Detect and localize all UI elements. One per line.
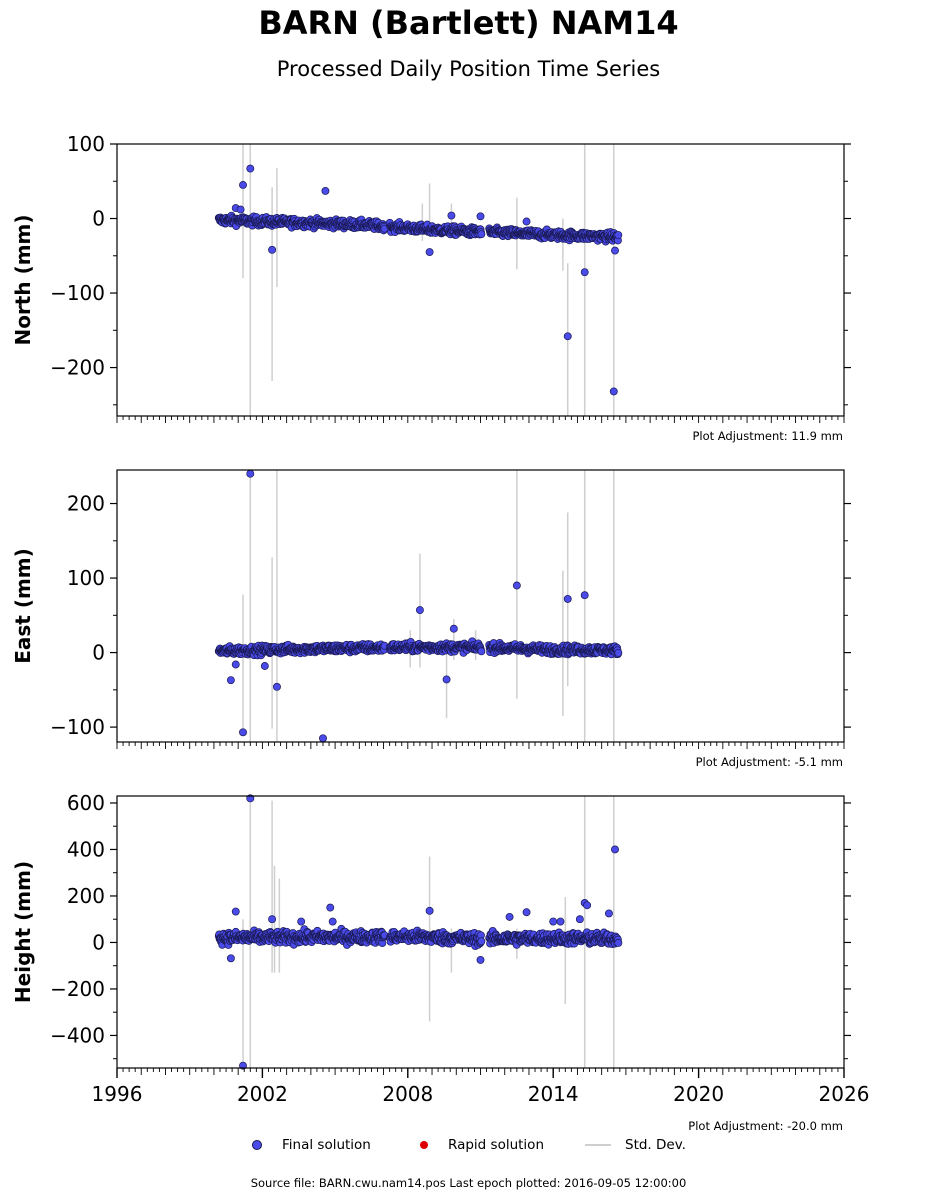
north-outlier-1	[236, 205, 245, 214]
height-outlier-9	[476, 955, 485, 964]
height-xtick-label-5: 2026	[819, 1082, 870, 1106]
east-ytick-label-0: 200	[67, 492, 105, 516]
east-point-888	[614, 648, 623, 657]
east-axes-frame	[116, 469, 845, 743]
north-outlier-10	[563, 332, 572, 341]
height-outlier-16	[583, 901, 592, 910]
north-ytick-label-2: −100	[50, 281, 105, 305]
north-ylabel: North (mm)	[11, 214, 35, 345]
east-outlier-1	[231, 660, 240, 669]
height-ylabel: Height (mm)	[11, 861, 35, 1003]
height-xtick-label-3: 2014	[528, 1082, 579, 1106]
east-ytick-label-3: −100	[50, 715, 105, 739]
height-plot-adjustment: Plot Adjustment: -20.0 mm	[688, 1119, 843, 1133]
height-outlier-18	[611, 845, 619, 854]
north-outlier-3	[246, 164, 255, 173]
height-outlier-13	[556, 917, 565, 926]
height-xtick-label-1: 2002	[237, 1082, 288, 1106]
north-point-591	[477, 230, 486, 239]
legend-rapid-label: Rapid solution	[448, 1137, 544, 1153]
east-outlier-3	[246, 469, 255, 478]
legend-stddev-line	[585, 1144, 611, 1146]
north-outlier-5	[321, 186, 330, 195]
chart-subtitle: Processed Daily Position Time Series	[276, 57, 661, 81]
north-plot-adjustment: Plot Adjustment: 11.9 mm	[692, 429, 843, 443]
north-outlier-9	[522, 217, 531, 226]
north-ytick-label-1: 0	[92, 207, 105, 231]
height-ytick-label-5: −400	[50, 1023, 105, 1047]
chart-title: BARN (Bartlett) NAM14	[258, 4, 679, 42]
legend-rapid: Rapid solution	[420, 1137, 544, 1153]
north-ytick-label-0: 100	[67, 132, 105, 156]
north-axes-frame	[116, 143, 845, 417]
east-ytick-label-1: 100	[67, 566, 105, 590]
height-outlier-8	[425, 906, 434, 915]
east-outlier-4	[260, 662, 269, 670]
height-ytick-label-0: 600	[67, 791, 105, 815]
east-outlier-6	[319, 734, 327, 743]
east-outlier-2	[239, 728, 247, 737]
east-plot-adjustment: Plot Adjustment: -5.1 mm	[696, 755, 843, 769]
height-ytick-label-2: 200	[67, 884, 105, 908]
north-outlier-6	[425, 248, 434, 257]
height-outlier-17	[604, 909, 613, 918]
north-outlier-7	[447, 211, 456, 220]
height-final-points	[214, 924, 623, 951]
north-point-888	[614, 231, 623, 239]
north-ytick-label-3: −200	[50, 356, 105, 380]
east-final-points	[214, 637, 623, 660]
height-xtick-label-0: 1996	[92, 1082, 143, 1106]
east-outlier-10	[512, 581, 521, 590]
north-outlier-13	[611, 246, 619, 255]
north-outlier-11	[580, 268, 589, 277]
legend-rapid-marker	[420, 1141, 428, 1149]
legend-stddev: Std. Dev.	[585, 1137, 686, 1153]
east-outlier-11	[563, 594, 572, 603]
height-outlier-12	[549, 917, 558, 926]
height-outlier-14	[575, 915, 584, 924]
legend-final: Final solution	[252, 1137, 371, 1153]
height-outlier-4	[268, 915, 277, 924]
height-xtick-label-2: 2008	[382, 1082, 433, 1106]
legend-final-marker	[252, 1140, 262, 1150]
east-outlier-8	[442, 675, 451, 684]
east-ylabel: East (mm)	[11, 548, 35, 664]
legend-final-label: Final solution	[282, 1137, 371, 1153]
east-ytick-label-2: 0	[92, 641, 105, 665]
height-outlier-5	[297, 917, 306, 926]
north-final-points	[214, 211, 623, 246]
source-footer: Source file: BARN.cwu.nam14.pos Last epo…	[250, 1176, 687, 1190]
north-outlier-8	[476, 212, 485, 221]
height-point-591	[477, 937, 486, 946]
height-outlier-6	[326, 903, 335, 912]
height-outlier-7	[328, 917, 337, 926]
north-outlier-12	[609, 387, 618, 396]
height-point-888	[614, 939, 623, 947]
height-outlier-0	[226, 954, 235, 963]
height-outlier-11	[522, 908, 531, 917]
height-ytick-label-3: 0	[92, 930, 105, 954]
east-outlier-12	[580, 591, 589, 600]
east-outlier-9	[449, 624, 458, 633]
height-ytick-label-4: −200	[50, 977, 105, 1001]
legend-stddev-label: Std. Dev.	[625, 1137, 686, 1153]
height-xtick-label-4: 2020	[673, 1082, 724, 1106]
height-outlier-10	[505, 912, 514, 921]
north-outlier-4	[268, 245, 277, 254]
east-outlier-0	[226, 676, 235, 685]
height-outlier-1	[231, 907, 240, 916]
east-outlier-7	[415, 606, 424, 615]
east-point-591	[477, 647, 486, 656]
east-outlier-5	[272, 682, 281, 691]
height-ytick-label-1: 400	[67, 837, 105, 861]
north-outlier-2	[239, 181, 247, 189]
